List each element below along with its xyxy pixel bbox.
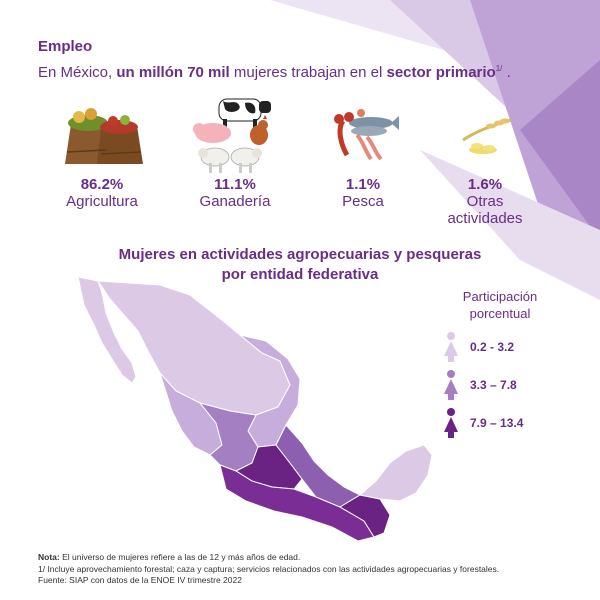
- sector-agricultura: 86.2% Agricultura: [32, 100, 172, 210]
- sector-label-line1: Otras: [466, 193, 504, 210]
- legend-item-low: 0.2 - 3.2: [440, 328, 590, 366]
- map-title-line2: por entidad federativa: [221, 266, 379, 283]
- footnote-line: 1/ Incluye aprovechamiento forestal; caz…: [38, 563, 500, 574]
- note-label: Nota:: [38, 552, 60, 562]
- woman-icon: [444, 408, 458, 438]
- sector-percent: 86.2%: [80, 176, 124, 193]
- woman-icon: [444, 332, 458, 362]
- livestock-icon: [165, 98, 305, 173]
- produce-sacks-icon: [32, 100, 172, 170]
- legend-range: 3.3 – 7.8: [470, 378, 517, 392]
- region-baja-california[interactable]: [77, 276, 137, 384]
- region-yucatan[interactable]: [358, 444, 433, 502]
- woman-icon: [444, 370, 458, 400]
- source-line: Fuente: SIAP con datos de la ENOE IV tri…: [38, 575, 242, 585]
- map-title-line1: Mujeres en actividades agropecuarias y p…: [118, 246, 482, 263]
- sector-percent: 1.1%: [345, 176, 381, 193]
- headline-bold: un millón 70 mil: [116, 64, 230, 81]
- note-line: Nota: El universo de mujeres refiere a l…: [38, 552, 578, 564]
- legend-range: 7.9 – 13.4: [470, 416, 524, 430]
- map-legend: Participación porcentual 0.2 - 3.2 3.3 –…: [440, 288, 590, 442]
- sector-label-line2: actividades: [447, 210, 523, 227]
- sector-ganaderia: 11.1% Ganadería: [165, 98, 305, 210]
- sector-pesca: 1.1% Pesca: [293, 100, 433, 210]
- headline-footnote: 1/: [495, 64, 503, 73]
- headline-end: .: [506, 64, 511, 81]
- legend-item-medium: 3.3 – 7.8: [440, 366, 590, 404]
- footnotes: Nota: El universo de mujeres refiere a l…: [38, 552, 578, 587]
- sector-label: Ganadería: [199, 193, 271, 210]
- legend-item-high: 7.9 – 13.4: [440, 404, 590, 442]
- legend-range: 0.2 - 3.2: [470, 340, 515, 354]
- sector-label: Pesca: [342, 193, 384, 210]
- seafood-icon: [293, 100, 433, 170]
- sector-percent: 1.6%: [467, 176, 503, 193]
- legend-title-line2: porcentual: [469, 306, 531, 321]
- headline-sector: sector primario: [386, 64, 496, 81]
- sector-label: Agricultura: [66, 193, 138, 210]
- mexico-map: [40, 275, 450, 560]
- headline-prefix: En México,: [38, 64, 113, 81]
- map-title: Mujeres en actividades agropecuarias y p…: [0, 245, 600, 285]
- sector-otras-actividades: 1.6% Otras actividades: [415, 100, 555, 227]
- headline: En México, un millón 70 mil mujeres trab…: [38, 64, 511, 81]
- note-text: El universo de mujeres refiere a las de …: [62, 552, 301, 562]
- section-title: Empleo: [38, 38, 93, 55]
- sector-percent: 11.1%: [214, 176, 256, 193]
- grain-icon: [415, 100, 555, 170]
- legend-title-line1: Participación: [462, 289, 538, 304]
- headline-middle: mujeres trabajan en el: [233, 64, 383, 81]
